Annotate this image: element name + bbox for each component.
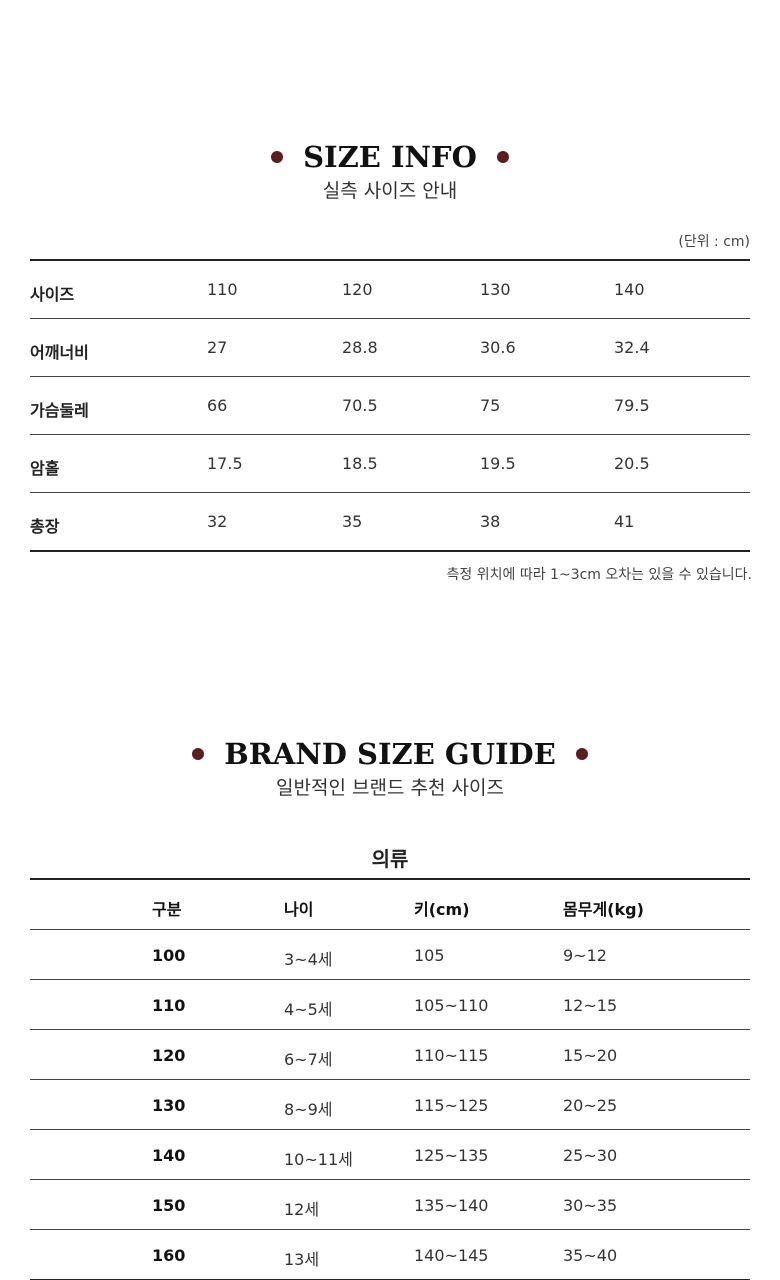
cell-value: 140~145 (414, 1246, 489, 1265)
row-label: 가슴둘레 (30, 401, 89, 420)
table-row: 암홀 17.5 18.5 19.5 20.5 (30, 435, 750, 493)
cell-value: 30.6 (480, 338, 516, 357)
table-row: 150 12세 135~140 30~35 (30, 1180, 750, 1230)
column-header: 구분 (152, 900, 182, 919)
table-row: 120 6~7세 110~115 15~20 (30, 1030, 750, 1080)
cell-value: 19.5 (480, 454, 516, 473)
cell-value: 120 (342, 280, 373, 299)
cell-value: 13세 (284, 1250, 320, 1269)
cell-value: 66 (207, 396, 228, 415)
cell-value: 3~4세 (284, 950, 333, 969)
table-header-row: 구분 나이 키(cm) 몸무게(kg) (30, 880, 750, 930)
bullet-dot-icon (192, 748, 205, 760)
cell-value: 18.5 (342, 454, 378, 473)
brand-guide-table: 구분 나이 키(cm) 몸무게(kg) 100 3~4세 105 9~12 110 4~5세 105… (30, 878, 750, 1280)
cell-value: 79.5 (614, 396, 650, 415)
cell-value: 20~25 (563, 1096, 618, 1115)
cell-value: 4~5세 (284, 1000, 333, 1019)
cell-value: 28.8 (342, 338, 378, 357)
cell-value: 160 (152, 1246, 186, 1265)
column-header: 키(cm) (414, 900, 470, 919)
bullet-dot-icon (496, 151, 509, 163)
row-label: 총장 (30, 517, 60, 536)
cell-value: 12~15 (563, 996, 618, 1015)
table-row: 가슴둘레 66 70.5 75 79.5 (30, 377, 750, 435)
table-row: 110 4~5세 105~110 12~15 (30, 980, 750, 1030)
cell-value: 30~35 (563, 1196, 618, 1215)
cell-value: 75 (480, 396, 501, 415)
bullet-dot-icon (271, 151, 284, 163)
cell-value: 115~125 (414, 1096, 489, 1115)
cell-value: 9~12 (563, 946, 607, 965)
cell-value: 130 (152, 1096, 186, 1115)
cell-value: 12세 (284, 1200, 320, 1219)
cell-value: 120 (152, 1046, 186, 1065)
cell-value: 6~7세 (284, 1050, 333, 1069)
table-row: 어깨너비 27 28.8 30.6 32.4 (30, 319, 750, 377)
cell-value: 32.4 (614, 338, 650, 357)
cell-value: 110 (152, 996, 186, 1015)
table-row: 총장 32 35 38 41 (30, 493, 750, 552)
cell-value: 100 (152, 946, 186, 965)
cell-value: 35 (342, 512, 363, 531)
cell-value: 105 (414, 946, 445, 965)
column-header: 나이 (284, 900, 314, 919)
table-row: 사이즈 110 120 130 140 (30, 261, 750, 319)
cell-value: 140 (152, 1146, 186, 1165)
cell-value: 32 (207, 512, 228, 531)
cell-value: 25~30 (563, 1146, 618, 1165)
brand-guide-heading: BRAND SIZE GUIDE 일반적인 브랜드 추천 사이즈 (0, 737, 780, 800)
bullet-dot-icon (575, 748, 588, 760)
cell-value: 130 (480, 280, 511, 299)
cell-value: 110~115 (414, 1046, 489, 1065)
table-row: 160 13세 140~145 35~40 (30, 1230, 750, 1280)
cell-value: 41 (614, 512, 635, 531)
brand-guide-subtitle: 일반적인 브랜드 추천 사이즈 (276, 777, 504, 799)
cell-value: 140 (614, 280, 645, 299)
cell-value: 125~135 (414, 1146, 489, 1165)
measurement-note: 측정 위치에 따라 1~3cm 오차는 있을 수 있습니다. (446, 567, 752, 583)
category-title: 의류 (371, 847, 409, 871)
cell-value: 17.5 (207, 454, 243, 473)
cell-value: 105~110 (414, 996, 489, 1015)
column-header: 몸무게(kg) (563, 900, 644, 919)
cell-value: 110 (207, 280, 238, 299)
size-info-table: 사이즈 110 120 130 140 어깨너비 27 28.8 30.6 32.4 가슴둘레 66 7… (30, 259, 750, 552)
cell-value: 20.5 (614, 454, 650, 473)
cell-value: 135~140 (414, 1196, 489, 1215)
cell-value: 15~20 (563, 1046, 618, 1065)
table-row: 100 3~4세 105 9~12 (30, 930, 750, 980)
row-label: 사이즈 (30, 285, 75, 304)
cell-value: 27 (207, 338, 228, 357)
size-info-subtitle: 실측 사이즈 안내 (322, 180, 458, 202)
size-info-heading: SIZE INFO 실측 사이즈 안내 (0, 140, 780, 203)
cell-value: 150 (152, 1196, 186, 1215)
table-row: 130 8~9세 115~125 20~25 (30, 1080, 750, 1130)
size-info-title: SIZE INFO (303, 140, 477, 174)
cell-value: 70.5 (342, 396, 378, 415)
row-label: 어깨너비 (30, 343, 89, 362)
cell-value: 10~11세 (284, 1150, 353, 1169)
brand-guide-title: BRAND SIZE GUIDE (224, 737, 556, 771)
cell-value: 35~40 (563, 1246, 618, 1265)
cell-value: 38 (480, 512, 501, 531)
unit-label: (단위 : cm) (678, 234, 750, 250)
table-row: 140 10~11세 125~135 25~30 (30, 1130, 750, 1180)
cell-value: 8~9세 (284, 1100, 333, 1119)
row-label: 암홀 (30, 459, 60, 478)
